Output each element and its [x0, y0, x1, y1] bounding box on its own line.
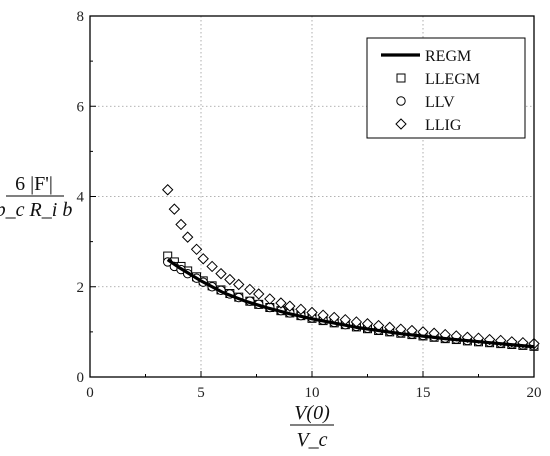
legend-label: REGM	[425, 48, 471, 65]
x-tick-label: 0	[86, 385, 94, 401]
x-axis-label: V(0) V_c	[290, 402, 334, 451]
y-tick-label: 0	[77, 370, 85, 386]
y-axis-label: 6 |F'| p_c R_i b	[0, 173, 72, 221]
llig-point	[168, 203, 181, 215]
legend-item-llv: LLV	[396, 94, 455, 111]
y-tick-label: 6	[77, 99, 85, 115]
llig-point	[215, 267, 227, 280]
y-tick-label: 8	[77, 9, 85, 25]
legend-item-llegm: LLEGM	[396, 71, 480, 88]
legend-item-llig: LLIG	[395, 117, 462, 134]
llig-point	[233, 278, 245, 291]
legend-marker-swatch	[396, 73, 406, 83]
axis-ticks: 0 5 10 15 20 0 2 4 6 8	[77, 9, 542, 401]
y-axis-label-denominator: p_c R_i b	[0, 199, 72, 221]
x-tick-label: 5	[197, 385, 205, 401]
llig-point	[197, 253, 209, 265]
series-regm	[166, 258, 535, 349]
series-line-regm	[166, 258, 535, 349]
x-axis-label-numerator: V(0)	[294, 402, 330, 424]
y-tick-label: 2	[77, 280, 85, 296]
llig-point	[284, 300, 296, 312]
series-llig	[161, 184, 540, 350]
x-axis-label-denominator: V_c	[296, 429, 327, 451]
llig-point	[295, 303, 307, 316]
llig-point	[224, 273, 236, 286]
legend-label: LLEGM	[425, 71, 480, 88]
legend-marker-swatch	[396, 96, 406, 106]
llig-point	[206, 260, 218, 273]
llig-point	[264, 293, 276, 305]
series-llegm	[163, 251, 539, 351]
legend: REGM LLEGM LLV LLIG	[366, 37, 526, 139]
llig-point	[175, 218, 187, 231]
legend-label: LLV	[425, 94, 455, 111]
y-tick-label: 4	[77, 190, 85, 206]
x-tick-label: 20	[527, 385, 542, 401]
x-tick-label: 10	[305, 385, 320, 401]
llig-point	[181, 231, 194, 243]
legend-marker-swatch	[395, 118, 407, 130]
legend-label: LLIG	[425, 117, 462, 134]
y-axis-label-numerator: 6 |F'|	[15, 173, 53, 195]
llig-point	[244, 283, 256, 296]
llig-point	[161, 184, 174, 196]
llig-point	[275, 297, 287, 309]
x-tick-label: 15	[416, 385, 431, 401]
llig-point	[190, 243, 203, 256]
llig-point	[253, 288, 265, 300]
legend-item-regm: REGM	[381, 48, 471, 65]
plot-marks	[161, 184, 540, 351]
